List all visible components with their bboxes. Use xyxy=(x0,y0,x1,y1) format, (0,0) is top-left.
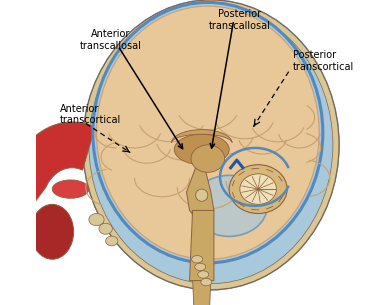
Polygon shape xyxy=(171,130,232,142)
Ellipse shape xyxy=(174,134,229,165)
Polygon shape xyxy=(193,278,211,305)
Text: Posterior
transcallosal: Posterior transcallosal xyxy=(209,9,271,31)
Ellipse shape xyxy=(106,236,118,246)
Ellipse shape xyxy=(201,278,212,286)
Text: Anterior
transcortical: Anterior transcortical xyxy=(60,104,121,125)
Polygon shape xyxy=(190,210,214,281)
Ellipse shape xyxy=(93,2,323,263)
Ellipse shape xyxy=(83,0,339,290)
Text: Posterior
transcortical: Posterior transcortical xyxy=(293,50,355,72)
Polygon shape xyxy=(186,168,214,229)
Ellipse shape xyxy=(195,263,206,271)
Ellipse shape xyxy=(89,6,333,284)
Ellipse shape xyxy=(89,214,104,226)
Text: Anterior
transcallosal: Anterior transcallosal xyxy=(79,29,141,51)
Ellipse shape xyxy=(83,0,339,290)
Ellipse shape xyxy=(196,189,208,201)
Ellipse shape xyxy=(99,223,112,234)
Ellipse shape xyxy=(229,165,287,214)
Polygon shape xyxy=(5,122,95,237)
Ellipse shape xyxy=(192,256,203,263)
Ellipse shape xyxy=(31,204,74,259)
Ellipse shape xyxy=(191,145,224,172)
Ellipse shape xyxy=(97,6,319,259)
Ellipse shape xyxy=(191,175,267,236)
Ellipse shape xyxy=(52,180,89,198)
Ellipse shape xyxy=(240,174,276,204)
Ellipse shape xyxy=(198,271,209,278)
